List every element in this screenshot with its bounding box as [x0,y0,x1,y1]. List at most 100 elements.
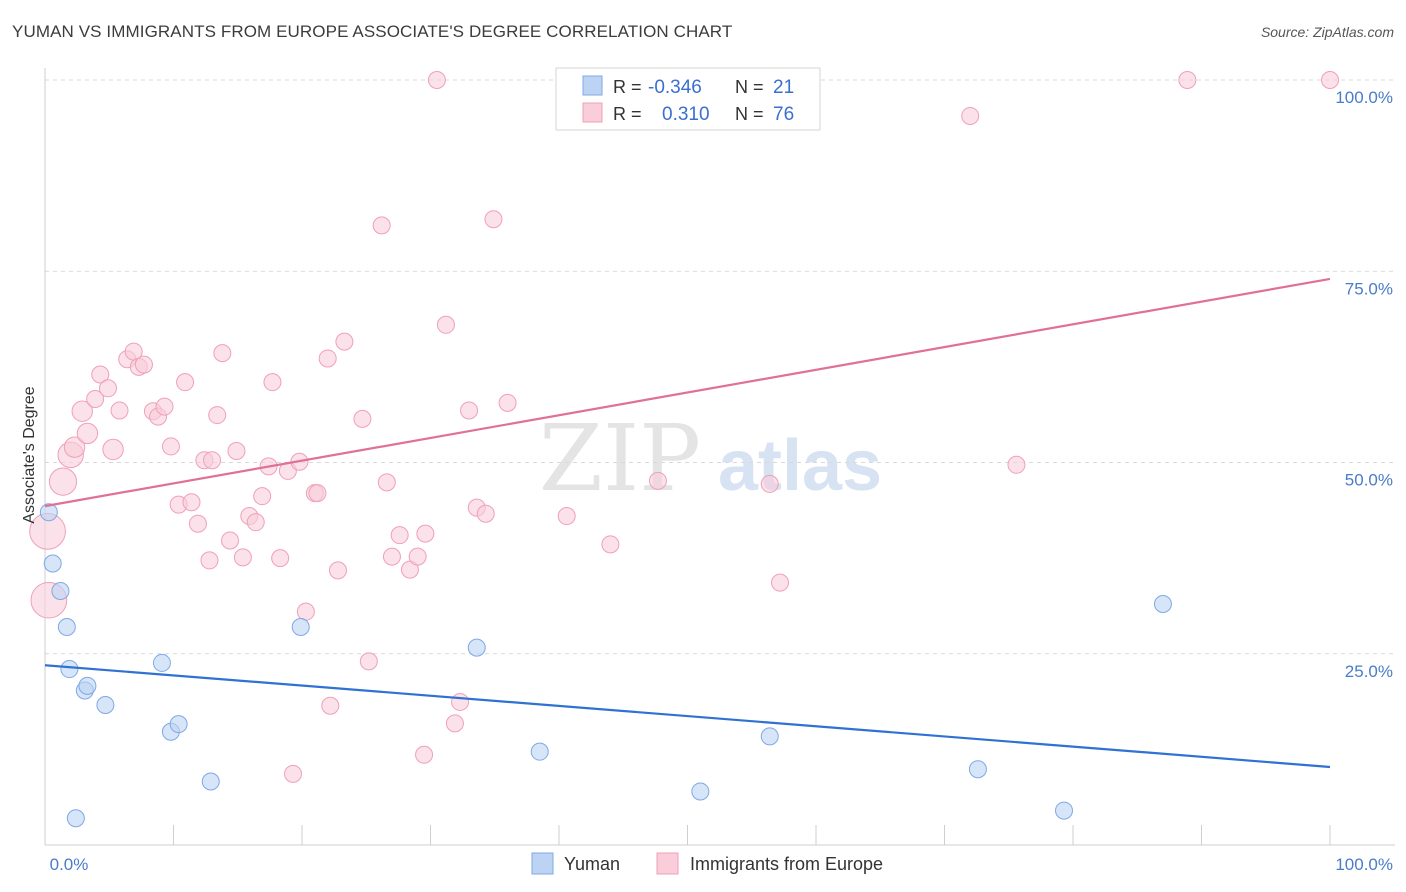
point-europe [372,216,391,235]
point-europe [416,524,435,543]
tick-labels: 25.0% 50.0% 75.0% 100.0% 0.0% 100.0% [50,88,1393,874]
point-yuman [66,809,85,828]
legend-swatch-yuman [582,75,603,96]
point-yuman [51,582,70,601]
axes [44,68,1395,846]
point-yuman [57,617,76,636]
point-europe [415,745,434,764]
point-europe [1007,455,1026,474]
point-europe [318,349,337,368]
trend-line-europe [44,277,1331,508]
point-europe [76,422,99,445]
point-yuman [760,727,779,746]
chart-title: YUMAN VS IMMIGRANTS FROM EUROPE ASSOCIAT… [12,22,733,41]
point-europe [601,535,620,554]
point-europe [102,438,124,461]
y-tick-label: 50.0% [1345,471,1393,490]
legend-swatch-europe [582,102,603,123]
point-europe [1178,71,1197,89]
point-europe [484,210,503,229]
point-europe [382,547,401,566]
point-yuman [78,676,97,695]
point-europe [263,373,282,392]
point-yuman [691,782,710,801]
point-europe [353,409,372,428]
point-europe [771,573,790,592]
y-tick-label: 25.0% [1345,662,1393,681]
point-yuman [1055,801,1074,820]
legend-r-label: R = [613,104,642,124]
legend-box: R = -0.346 N = 21 R = 0.310 N = 76 [555,67,821,131]
point-yuman [43,554,62,573]
point-europe [208,406,227,425]
point-europe [377,473,396,492]
point-yuman [201,772,220,791]
y-tick-label: 75.0% [1345,279,1393,298]
point-europe [155,397,174,416]
point-yuman [96,696,115,715]
legend-r-value: -0.346 [648,77,702,98]
grid [45,79,1395,655]
point-europe [648,471,667,490]
bottom-legend-label-europe: Immigrants from Europe [690,854,883,874]
point-europe [321,696,340,715]
point-europe [110,401,129,420]
bottom-legend-label-yuman: Yuman [564,854,620,874]
point-europe [134,355,153,374]
point-yuman [968,760,987,779]
point-europe [498,393,517,412]
point-europe [227,442,246,461]
legend-r-label: R = [613,77,642,97]
point-europe [182,493,201,512]
bottom-legend-swatch-europe [656,852,679,875]
point-yuman [60,660,79,679]
bottom-legend: Yuman Immigrants from Europe [531,852,883,875]
point-europe [476,504,495,523]
bottom-legend-swatch-yuman [531,852,554,875]
watermark-atlas: atlas [718,426,882,506]
point-europe [48,467,78,496]
point-europe [328,561,347,580]
point-europe [445,714,464,733]
point-europe [1321,71,1339,89]
point-europe [161,437,180,456]
point-europe [91,365,110,384]
point-europe [408,547,427,566]
point-yuman [530,742,549,761]
x-tick-label: 100.0% [1335,855,1393,874]
point-europe [284,764,303,783]
point-europe [308,484,327,503]
point-yuman [467,638,486,657]
point-europe [253,487,272,506]
point-europe [359,652,378,671]
point-europe [98,379,117,398]
point-europe [246,513,265,532]
point-yuman [169,715,188,734]
point-europe [335,332,354,351]
point-yuman [1153,595,1172,614]
point-europe [176,373,195,392]
y-tick-label: 100.0% [1335,88,1393,107]
point-europe [390,526,409,545]
x-tick-label: 0.0% [50,855,89,874]
legend-r-value: 0.310 [662,104,710,125]
legend-n-value: 76 [773,104,794,125]
source-label: Source: ZipAtlas.com [1260,24,1394,40]
point-europe [221,531,240,550]
point-europe [460,401,479,420]
point-europe [557,507,576,526]
point-europe [271,549,290,568]
point-europe [760,474,779,493]
point-europe [233,548,252,567]
point-europe [63,436,86,458]
point-yuman [39,503,58,522]
point-europe [200,551,219,570]
point-europe [296,602,315,621]
point-europe [71,400,93,422]
point-europe [86,390,105,409]
point-europe [427,71,446,89]
watermark-zip: ZIP [539,405,701,512]
legend-n-value: 21 [773,77,794,98]
point-yuman [291,617,310,636]
